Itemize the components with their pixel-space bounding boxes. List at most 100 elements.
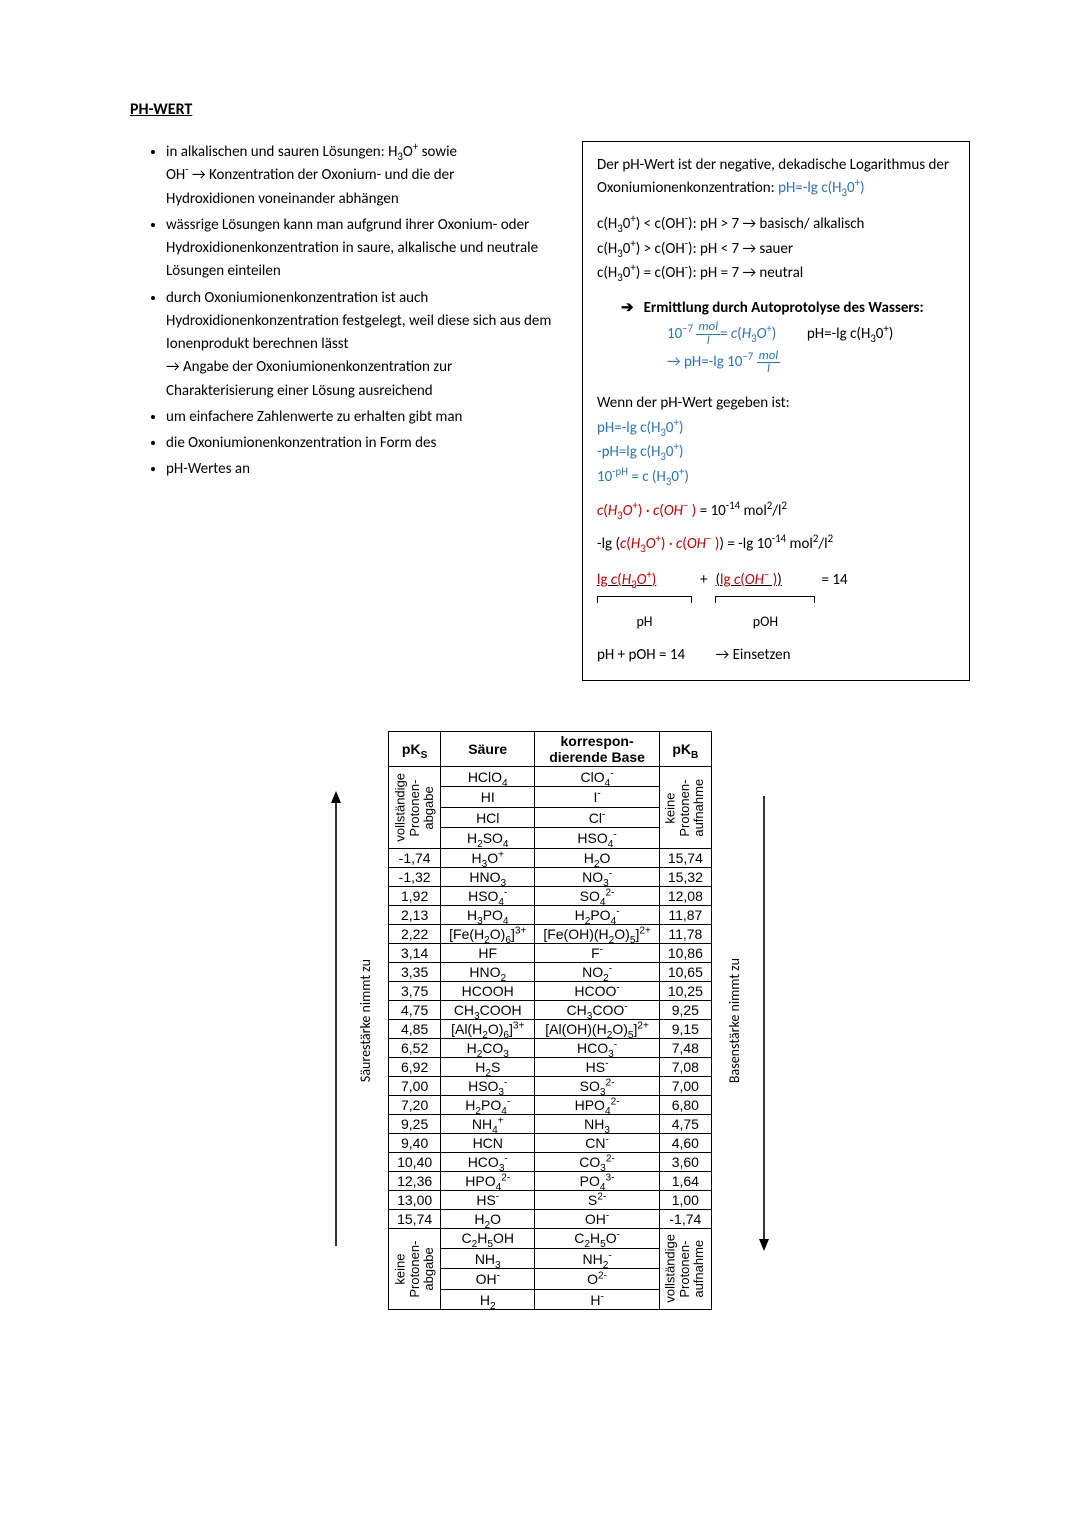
group-cell: keineProtonen-aufnahme (659, 767, 711, 849)
pks-cell: 6,52 (389, 1038, 441, 1057)
acid-cell: [Fe(H2O)6]3+ (441, 924, 535, 943)
base-cell: Cl- (535, 807, 660, 827)
acid-cell: HS- (441, 1190, 535, 1209)
pkb-cell: 4,75 (659, 1114, 711, 1133)
header-pkb: pKB (659, 732, 711, 767)
pks-cell: 3,35 (389, 962, 441, 981)
pkb-cell: 10,86 (659, 943, 711, 962)
base-cell: HS- (535, 1057, 660, 1076)
page: PH-WERT in alkalischen und sauren Lösung… (0, 0, 1080, 1370)
table-row: 2,13H3PO4H2PO4-11,87 (389, 905, 712, 924)
base-cell: [Fe(OH)(H2O)5]2+ (535, 924, 660, 943)
relation-basic: c(H30+) < c(OH-): pH > 7 → basisch/ alka… (597, 213, 955, 236)
pks-table: pKS Säure korrespon-dierende Base pKB vo… (388, 731, 712, 1310)
acid-cell: H2SO4 (441, 828, 535, 848)
definition-box: Der pH-Wert ist der negative, dekadische… (582, 141, 970, 681)
acid-cell: HClO4 (441, 767, 535, 787)
given-title: Wenn der pH-Wert gegeben ist: (597, 392, 955, 415)
base-cell: F- (535, 943, 660, 962)
header-acid: Säure (441, 732, 535, 767)
table-row: 6,92H2SHS-7,08 (389, 1057, 712, 1076)
bullet-item: durch Oxoniumionenkonzentration ist auch… (166, 287, 560, 403)
pks-cell: 1,92 (389, 886, 441, 905)
pkb-cell: 7,48 (659, 1038, 711, 1057)
base-cell: NO3- (535, 867, 660, 886)
base-cell: NH2- (535, 1249, 660, 1269)
base-cell: OH- (535, 1209, 660, 1228)
table-row: 4,75CH3COOHCH3COO-9,25 (389, 1000, 712, 1019)
pks-cell: 9,40 (389, 1133, 441, 1152)
pkb-cell: 7,08 (659, 1057, 711, 1076)
two-column-layout: in alkalischen und sauren Lösungen: H3O+… (130, 141, 970, 681)
pks-cell: 15,74 (389, 1209, 441, 1228)
acid-cell: HI (441, 787, 535, 807)
pkb-cell: 4,60 (659, 1133, 711, 1152)
base-cell: CO32- (535, 1152, 660, 1171)
autoprotolysis-line: 10−7 moll= c(H3O+) pH=-lg c(H30+) (597, 321, 955, 348)
relation-acidic: c(H30+) > c(OH-): pH < 7 → sauer (597, 238, 955, 261)
pks-cell: 7,00 (389, 1076, 441, 1095)
acid-cell: HCO3- (441, 1152, 535, 1171)
base-cell: HPO42- (535, 1095, 660, 1114)
bullet-item: pH-Wertes an (166, 458, 560, 481)
acid-cell: HNO2 (441, 962, 535, 981)
pkb-cell: 7,00 (659, 1076, 711, 1095)
base-cell: SO32- (535, 1076, 660, 1095)
acid-cell: HNO3 (441, 867, 535, 886)
pks-cell: 6,92 (389, 1057, 441, 1076)
pkb-cell: -1,74 (659, 1209, 711, 1228)
table-row: 10,40HCO3-CO32-3,60 (389, 1152, 712, 1171)
right-arrow-label (757, 761, 771, 1281)
table-row: 3,14HFF-10,86 (389, 943, 712, 962)
base-cell: CH3COO- (535, 1000, 660, 1019)
page-title: PH-WERT (130, 100, 970, 119)
pkb-cell: 15,32 (659, 867, 711, 886)
autoprotolysis-title: Ermittlung durch Autoprotolyse des Wasse… (621, 297, 955, 320)
pkb-cell: 15,74 (659, 848, 711, 867)
group-cell: vollständigeProtonen-aufnahme (659, 1228, 711, 1310)
acid-cell: H3PO4 (441, 905, 535, 924)
base-cell: SO42- (535, 886, 660, 905)
group-cell: vollständigeProtonen-abgabe (389, 767, 441, 849)
bullet-item: wässrige Lösungen kann man aufgrund ihre… (166, 214, 560, 284)
table-row: 9,40HCNCN-4,60 (389, 1133, 712, 1152)
header-base: korrespon-dierende Base (535, 732, 660, 767)
ionproduct-2: -lg (c(H3O+) · c(OH− )) = -lg 10-14 mol2… (597, 533, 955, 556)
bullet-list: in alkalischen und sauren Lösungen: H3O+… (138, 141, 560, 482)
bracket-sum: lg c(H3O+) pH + (lg c(OH− )) pOH = 14 (597, 569, 955, 632)
sum-line: pH + pOH = 14 → Einsetzen (597, 644, 955, 667)
pkb-cell: 11,78 (659, 924, 711, 943)
group-cell: keineProtonen-abgabe (389, 1228, 441, 1310)
pks-cell: 7,20 (389, 1095, 441, 1114)
autoprotolysis-result: → pH=-lg 10−7 moll (597, 350, 955, 377)
left-arrow-label (329, 761, 343, 1281)
acid-cell: HCN (441, 1133, 535, 1152)
acid-cell: HSO4- (441, 886, 535, 905)
bullet-item: die Oxoniumionenkonzentration in Form de… (166, 432, 560, 455)
relation-neutral: c(H30+) = c(OH-): pH = 7 → neutral (597, 262, 955, 285)
table-row: 13,00HS-S2-1,00 (389, 1190, 712, 1209)
pkb-cell: 10,25 (659, 981, 711, 1000)
table-row: 1,92HSO4-SO42-12,08 (389, 886, 712, 905)
acid-cell: HSO3- (441, 1076, 535, 1095)
pks-cell: 3,75 (389, 981, 441, 1000)
table-row: 3,35HNO2NO2-10,65 (389, 962, 712, 981)
pkb-cell: 1,00 (659, 1190, 711, 1209)
table-row: 3,75HCOOHHCOO-10,25 (389, 981, 712, 1000)
ionproduct-1: c(H3O+) · c(OH− ) = 10-14 mol2/l2 (597, 500, 955, 523)
pkb-cell: 9,15 (659, 1019, 711, 1038)
pkb-cell: 11,87 (659, 905, 711, 924)
acid-cell: HCl (441, 807, 535, 827)
given-3: 10-pH = c (H30+) (597, 466, 955, 489)
left-vertical-label: Säurestärke nimmt zu (357, 959, 374, 1082)
base-cell: H2O (535, 848, 660, 867)
pkb-cell: 12,08 (659, 886, 711, 905)
base-cell: H- (535, 1289, 660, 1309)
acid-cell: NH3 (441, 1249, 535, 1269)
acid-cell: H2CO3 (441, 1038, 535, 1057)
base-cell: HCOO- (535, 981, 660, 1000)
arrow-up-icon (329, 791, 343, 1251)
definition-text: Der pH-Wert ist der negative, dekadische… (597, 154, 955, 199)
base-cell: H2PO4- (535, 905, 660, 924)
acid-cell: H3O+ (441, 848, 535, 867)
